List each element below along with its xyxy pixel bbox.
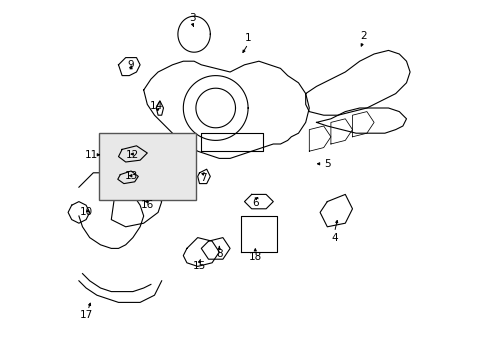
Text: 17: 17 — [80, 310, 93, 320]
Text: 11: 11 — [85, 150, 98, 160]
Text: 3: 3 — [188, 13, 195, 23]
Text: 2: 2 — [359, 31, 366, 41]
Text: 14: 14 — [149, 101, 163, 111]
Text: 16: 16 — [141, 200, 154, 210]
Text: 5: 5 — [324, 159, 330, 169]
Text: 10: 10 — [80, 207, 92, 217]
Text: 18: 18 — [248, 252, 262, 262]
Text: 8: 8 — [216, 249, 222, 259]
Text: 4: 4 — [330, 233, 337, 243]
Text: 15: 15 — [192, 261, 206, 271]
Text: 6: 6 — [251, 198, 258, 208]
Text: 7: 7 — [200, 173, 206, 183]
Text: 1: 1 — [244, 33, 251, 43]
Text: 13: 13 — [124, 171, 138, 181]
Bar — [99, 133, 196, 200]
Text: 12: 12 — [126, 150, 139, 160]
Text: 9: 9 — [127, 60, 134, 70]
